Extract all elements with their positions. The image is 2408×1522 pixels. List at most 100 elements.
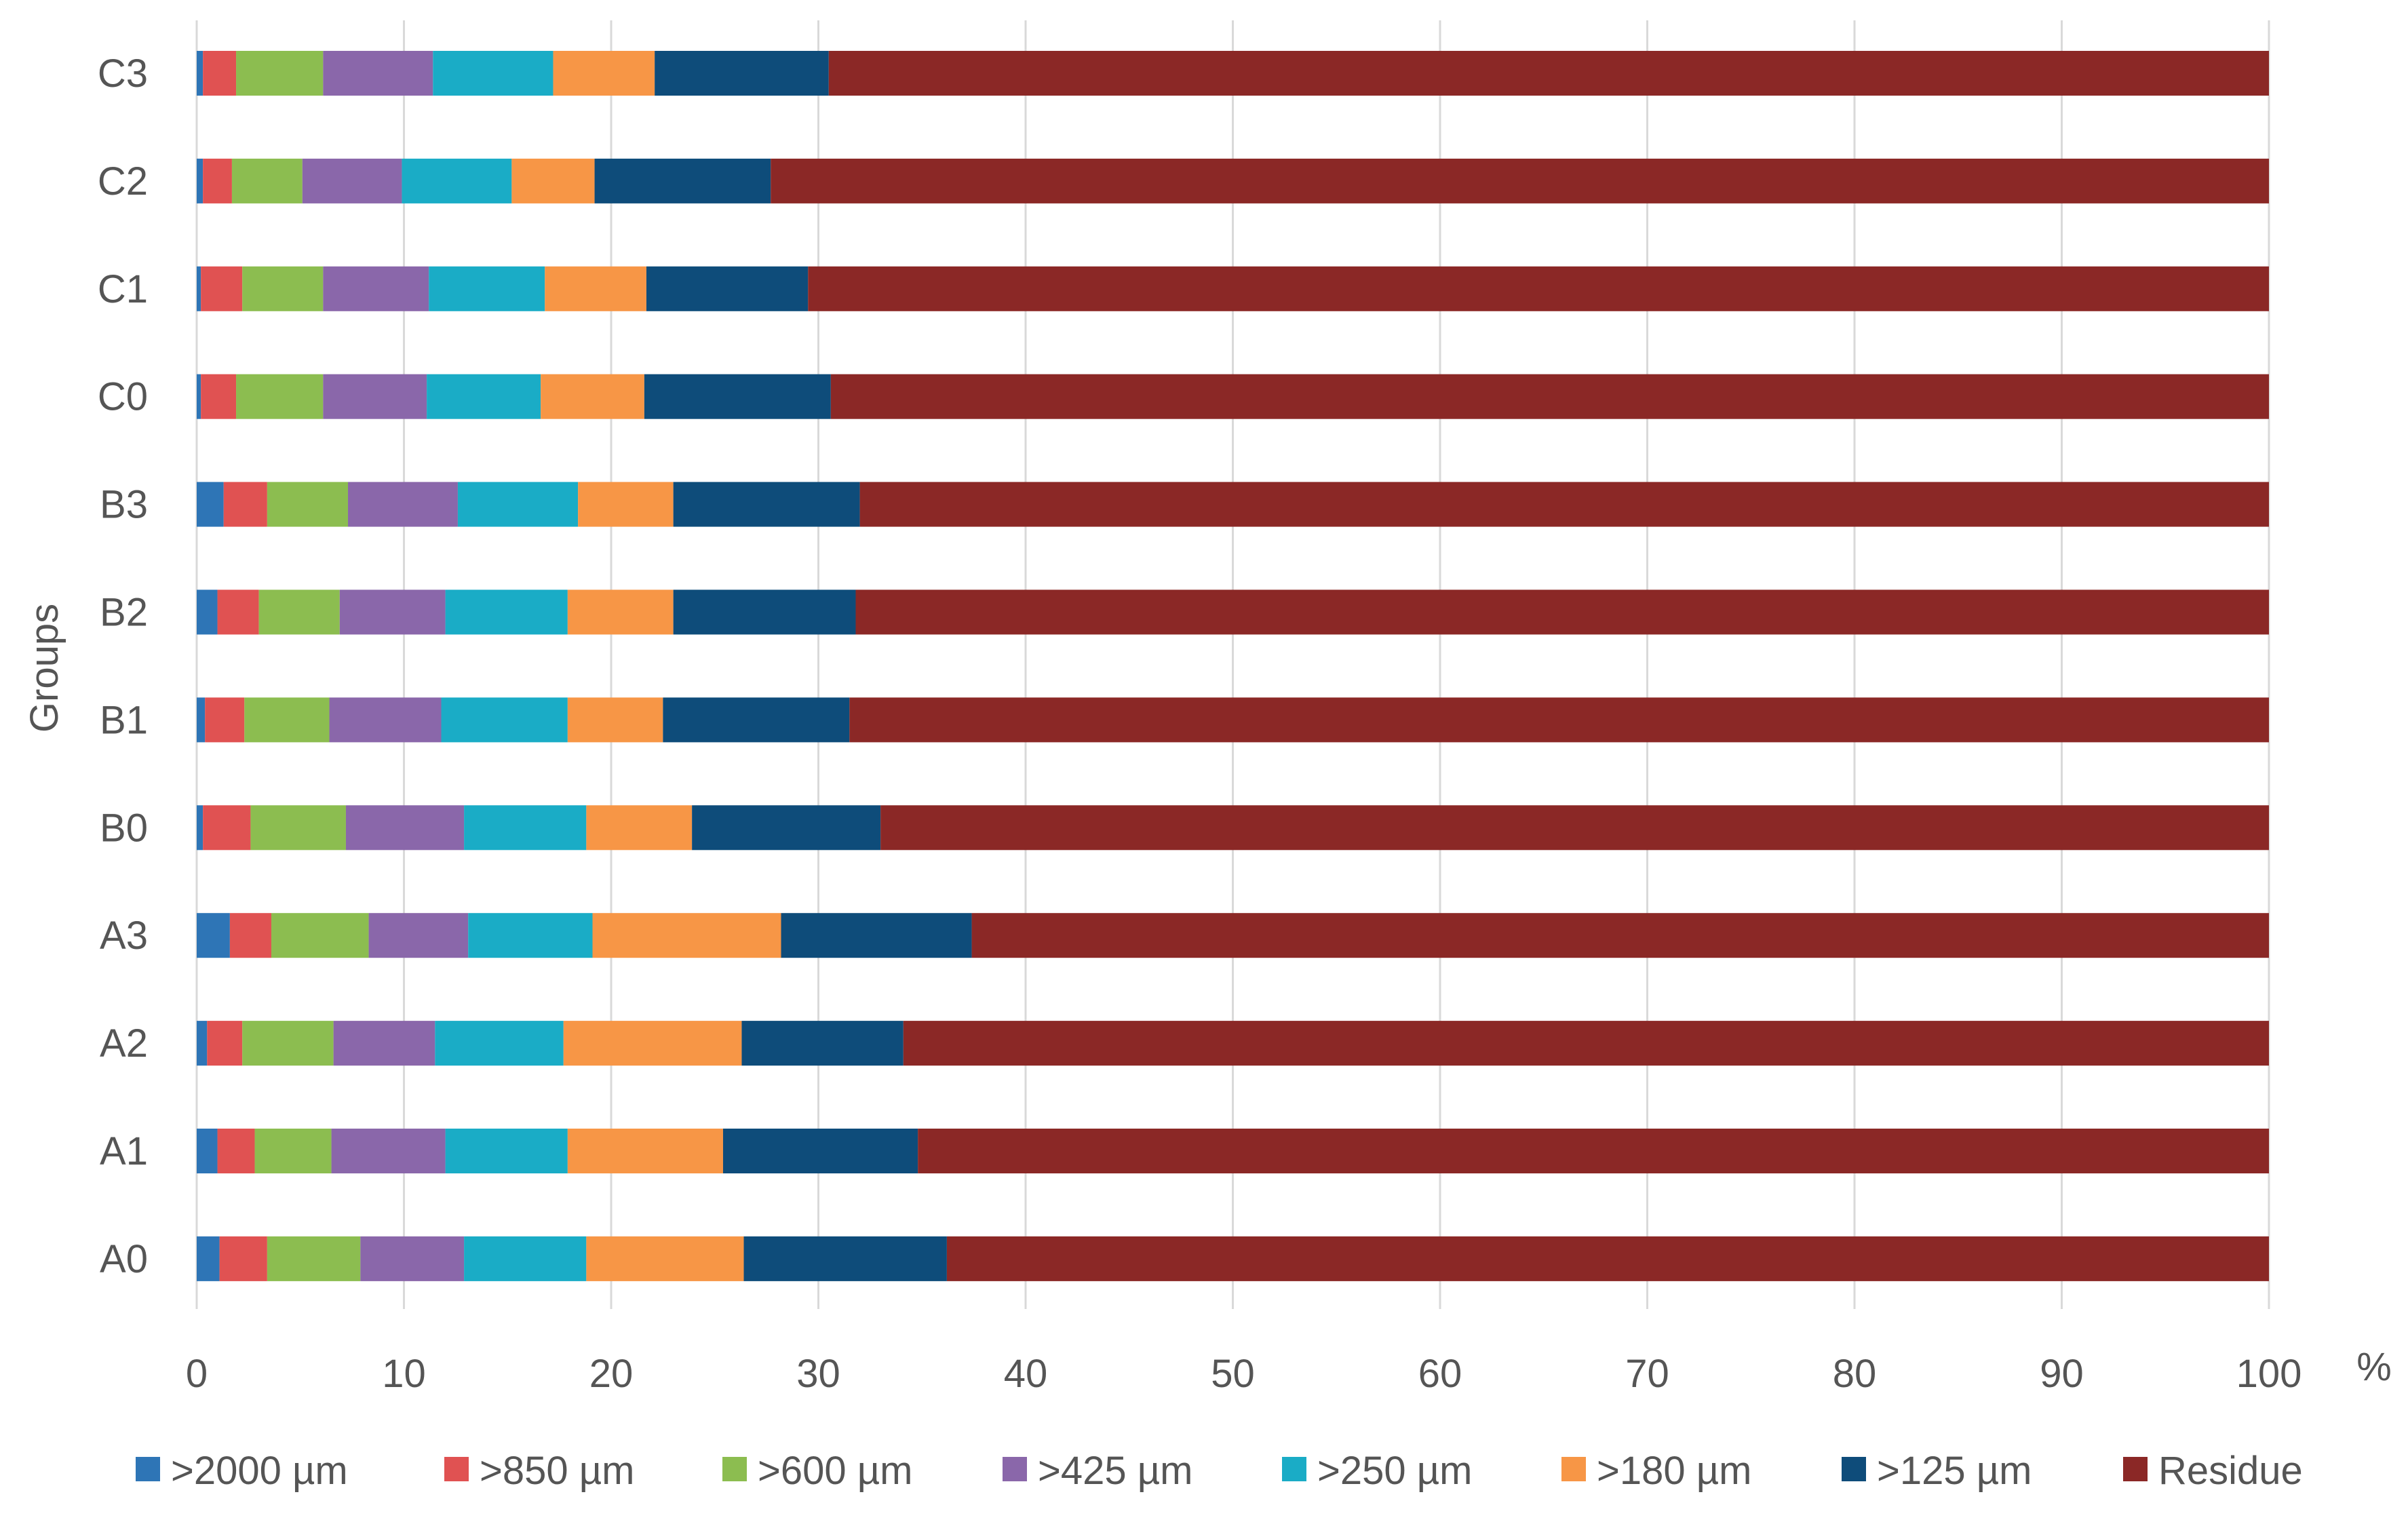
bar-segment (918, 1129, 2269, 1173)
bar-segment (435, 1021, 564, 1066)
bar-segment (402, 158, 512, 203)
bar-segment (429, 266, 545, 311)
x-tick-label: 20 (589, 1352, 634, 1396)
bar-segment (644, 374, 831, 419)
bar-segment (511, 158, 595, 203)
bar-segment (197, 374, 201, 419)
category-label: C2 (98, 159, 148, 203)
bar-segment (201, 266, 243, 311)
bar-segment (197, 1021, 208, 1066)
bar-segment (229, 913, 271, 958)
bar-segment (722, 1129, 918, 1173)
bar-segment (345, 805, 465, 851)
bar-segment (267, 482, 349, 527)
bar-segment (203, 51, 237, 96)
bar-segment (207, 1021, 243, 1066)
bar-segment (197, 1236, 220, 1281)
bar-segment (302, 158, 402, 203)
bar-segment (880, 805, 2269, 851)
bar-segment (360, 1236, 465, 1281)
legend-swatch (1561, 1457, 1586, 1481)
bar-segment (563, 1021, 742, 1066)
bar-segment (236, 374, 324, 419)
bar-segment (663, 697, 850, 743)
bar-segment (197, 913, 230, 958)
bar-segment (673, 589, 856, 635)
category-label: C0 (98, 375, 148, 419)
bar-segment (271, 913, 369, 958)
bar-segment (673, 482, 860, 527)
legend-label: >425 µm (1038, 1449, 1193, 1493)
x-unit-label: % (2356, 1345, 2392, 1389)
bar-segment (655, 51, 829, 96)
bar-segment (244, 697, 330, 743)
category-label: A3 (100, 914, 148, 958)
bar-segment (323, 266, 429, 311)
bar-segment (567, 589, 674, 635)
bar-segment (586, 805, 693, 851)
bar-segment (217, 1129, 255, 1173)
bar-segment (205, 697, 245, 743)
legend-swatch (1003, 1457, 1027, 1481)
bar-segment (329, 697, 442, 743)
bar-segment (578, 482, 674, 527)
gridlines (195, 20, 2270, 1309)
bar-segment (197, 266, 201, 311)
y-axis-title: Groups (22, 604, 66, 733)
x-tick-label: 90 (2040, 1352, 2084, 1396)
x-tick-labels: 0 10 20 30 40 50 60 70 80 90 100 (186, 1352, 2302, 1396)
bar-segment (201, 374, 237, 419)
bar-segment (219, 1236, 267, 1281)
bar-segment (323, 374, 427, 419)
bar-segment (236, 51, 324, 96)
bar-segment (464, 805, 587, 851)
category-label: B2 (100, 591, 148, 635)
bar-segment (250, 805, 346, 851)
category-label: A0 (100, 1237, 148, 1281)
bar-segment (468, 913, 593, 958)
category-labels: A0 A1 A2 A3 B0 B1 B2 B3 C0 C1 C2 C3 (98, 52, 148, 1281)
bar-segment (464, 1236, 587, 1281)
bar-segment (830, 374, 2269, 419)
category-label: A2 (100, 1021, 148, 1066)
category-label: B3 (100, 483, 148, 527)
bar-segment (828, 51, 2270, 96)
x-tick-label: 70 (1625, 1352, 1669, 1396)
bar-segment (808, 266, 2269, 311)
bar-segment (646, 266, 809, 311)
bar-segment (586, 1236, 744, 1281)
x-tick-label: 80 (1833, 1352, 1877, 1396)
bar-segment (331, 1129, 446, 1173)
bar-segment (692, 805, 881, 851)
legend-swatch (722, 1457, 747, 1481)
bar-segment (267, 1236, 361, 1281)
bar-segment (592, 913, 781, 958)
bar-segment (223, 482, 267, 527)
category-label: A1 (100, 1129, 148, 1173)
legend-swatch (136, 1457, 160, 1481)
category-label: B1 (100, 698, 148, 742)
bar-segment (445, 589, 568, 635)
bar-segment (197, 589, 218, 635)
bar-segment (541, 374, 644, 419)
bar-segment (197, 482, 224, 527)
bars (197, 51, 2270, 1281)
bar-segment (567, 1129, 723, 1173)
category-label: B0 (100, 806, 148, 850)
bar-segment (197, 697, 206, 743)
bar-segment (433, 51, 554, 96)
bar-segment (771, 158, 2270, 203)
legend-label: >125 µm (1877, 1449, 2032, 1493)
bar-segment (217, 589, 259, 635)
x-tick-label: 10 (382, 1352, 426, 1396)
bar-segment (946, 1236, 2269, 1281)
legend-swatch (1282, 1457, 1306, 1481)
bar-segment (971, 913, 2269, 958)
bar-segment (368, 913, 469, 958)
bar-segment (553, 51, 655, 96)
bar-segment (903, 1021, 2269, 1066)
bar-segment (333, 1021, 435, 1066)
bar-segment (781, 913, 972, 958)
legend-swatch (1842, 1457, 1866, 1481)
